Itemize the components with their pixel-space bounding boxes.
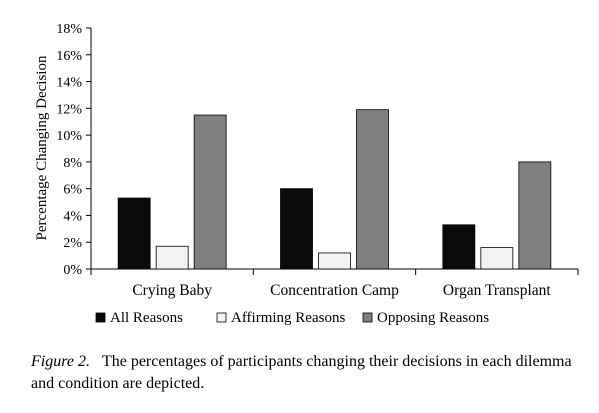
bar-all-reasons-crying-baby	[117, 197, 151, 270]
y-tick-label: 6%	[63, 183, 82, 198]
y-tick-label: 18%	[56, 22, 82, 37]
category-label-organ-transplant: Organ Transplant	[443, 282, 551, 299]
bar-all-reasons-concentration-camp	[280, 188, 313, 270]
figure-caption: Figure 2. The percentages of participant…	[31, 351, 587, 395]
legend-swatch-affirming-reasons	[216, 312, 227, 323]
category-labels: Crying Baby Concentration Camp Organ Trans…	[132, 282, 551, 299]
y-tick-label: 0%	[63, 263, 82, 278]
y-tick-label: 4%	[63, 209, 82, 224]
y-tick-label: 2%	[63, 236, 82, 251]
legend-label-opposing-reasons: Opposing Reasons	[377, 310, 489, 326]
legend: All Reasons Affirming Reasons Opposing Rea…	[95, 310, 489, 326]
y-tick-label: 14%	[56, 76, 82, 91]
y-tick-label: 12%	[56, 102, 82, 117]
legend-label-all-reasons: All Reasons	[110, 310, 183, 326]
bar-affirming-reasons-organ-transplant	[480, 247, 514, 270]
bar-affirming-reasons-concentration-camp	[318, 252, 351, 270]
y-axis-label: Percentage Changing Decision	[34, 55, 50, 240]
bar-opposing-reasons-concentration-camp	[356, 109, 389, 270]
y-tick-label: 8%	[63, 156, 82, 171]
figure-label: Figure 2.	[31, 353, 90, 370]
legend-swatch-opposing-reasons	[362, 312, 373, 323]
y-tick-label: 16%	[56, 49, 82, 64]
y-tick-label: 10%	[56, 129, 82, 144]
caption-text: The percentages of participants changing…	[31, 353, 572, 392]
legend-swatch-all-reasons	[95, 312, 106, 323]
bar-chart: 0% 2% 4% 6% 8% 10% 12% 14% 16% 18% Crying Baby Con…	[34, 22, 579, 326]
bar-opposing-reasons-organ-transplant	[518, 161, 552, 270]
bar-all-reasons-organ-transplant	[442, 224, 476, 270]
bar-affirming-reasons-crying-baby	[155, 245, 189, 270]
legend-label-affirming-reasons: Affirming Reasons	[231, 310, 345, 326]
category-label-crying-baby: Crying Baby	[132, 282, 212, 299]
bar-opposing-reasons-crying-baby	[193, 114, 227, 270]
bars	[117, 109, 552, 270]
category-label-concentration-camp: Concentration Camp	[270, 282, 399, 299]
